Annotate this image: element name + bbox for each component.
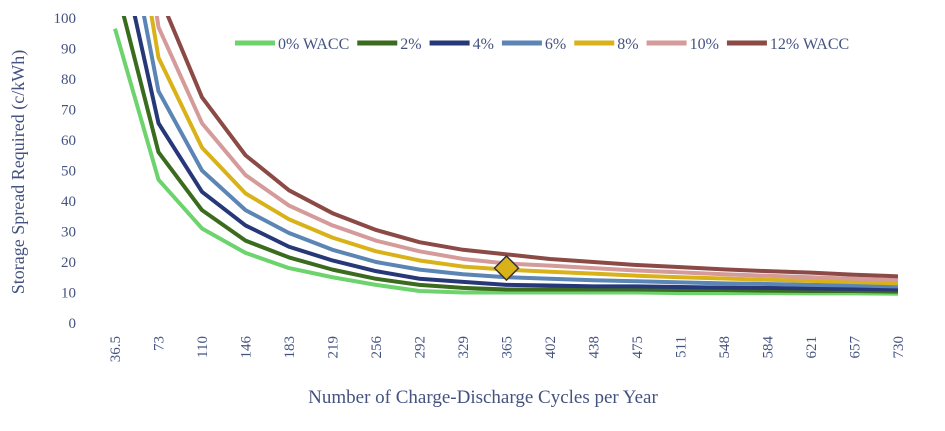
series-line — [121, 16, 899, 294]
y-tick-label: 50 — [61, 164, 76, 180]
legend-label: 12% WACC — [770, 36, 849, 53]
x-tick-label: 292 — [413, 336, 429, 359]
x-tick-label: 329 — [456, 336, 472, 359]
legend-label: 4% — [473, 36, 494, 53]
x-axis-title: Number of Charge-Discharge Cycles per Ye… — [308, 387, 658, 408]
x-tick-label: 548 — [717, 336, 733, 359]
legend-label: 0% WACC — [278, 36, 349, 53]
x-tick-label: 621 — [804, 336, 820, 359]
x-tick-label: 183 — [282, 336, 298, 359]
legend-label: 10% — [690, 36, 719, 53]
x-tick-label: 438 — [587, 336, 603, 359]
series-line — [165, 16, 899, 279]
x-tick-label: 146 — [239, 336, 255, 359]
x-tick-label: 657 — [848, 336, 864, 359]
legend-label: 8% — [617, 36, 638, 53]
y-tick-label: 10 — [61, 286, 76, 302]
highlight-marker — [493, 255, 520, 282]
y-tick-label: 70 — [61, 103, 76, 119]
x-tick-label: 475 — [630, 336, 646, 359]
x-tick-label: 584 — [761, 336, 777, 359]
x-tick-label: 110 — [195, 336, 211, 358]
x-tick-label: 256 — [369, 336, 385, 359]
x-tick-label: 219 — [326, 336, 342, 359]
legend-label: 2% — [400, 36, 421, 53]
y-tick-label: 100 — [54, 11, 77, 27]
x-tick-label: 402 — [543, 336, 559, 359]
y-tick-label: 30 — [61, 225, 76, 241]
y-tick-label: 60 — [61, 133, 76, 149]
legend-label: 6% — [545, 36, 566, 53]
y-tick-label: 40 — [61, 194, 76, 210]
series-line — [132, 16, 899, 292]
y-tick-label: 80 — [61, 72, 76, 88]
x-tick-label: 73 — [152, 336, 168, 351]
x-tick-label: 730 — [891, 336, 907, 359]
y-tick-label: 90 — [61, 42, 76, 58]
y-axis-title: Storage Spread Required (c/kWh) — [8, 50, 29, 294]
y-tick-label: 20 — [61, 255, 76, 271]
x-tick-label: 511 — [674, 336, 690, 358]
y-tick-label: 0 — [69, 316, 77, 332]
x-tick-label: 365 — [500, 336, 516, 359]
x-tick-label: 36.5 — [108, 336, 124, 362]
series-line — [113, 28, 899, 296]
